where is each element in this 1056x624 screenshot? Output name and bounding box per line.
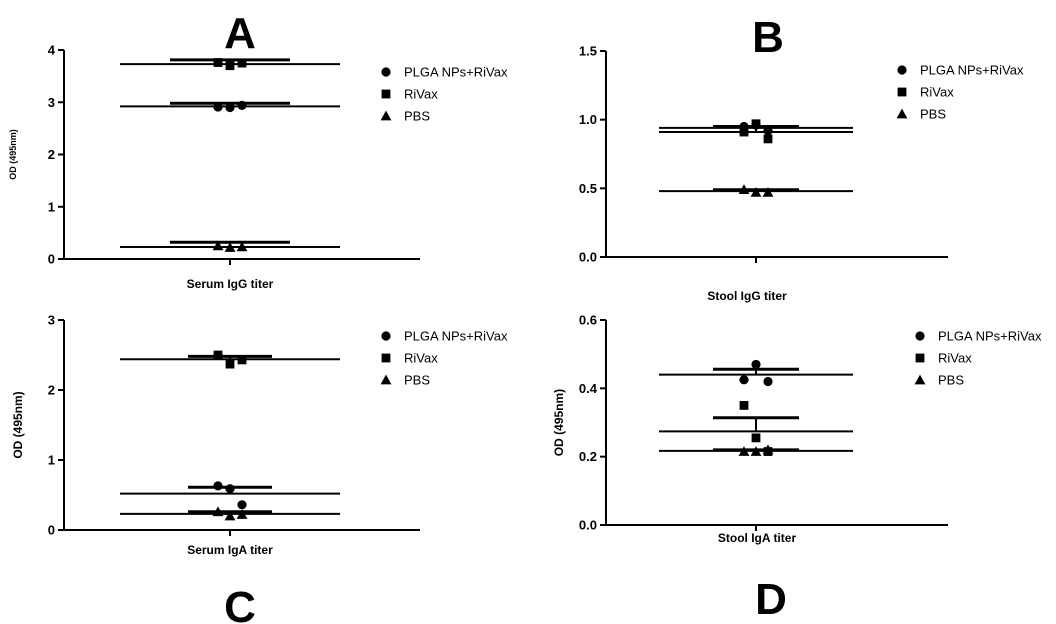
y-tick-label: 0 [48, 252, 55, 267]
y-tick-label: 1 [48, 199, 55, 214]
panel-letter-a: A [224, 9, 256, 58]
legend-marker-square [381, 89, 391, 99]
legend-marker-circle [915, 331, 925, 341]
chart-panel-b: 0.0 0.5 1.0 1.5 Stool IgG titer PLGA NPs+RiVa… [579, 44, 1024, 304]
y-tick-label: 2 [48, 383, 55, 398]
data-point-triangle [750, 187, 762, 197]
x-axis-title: Stool IgG titer [707, 289, 787, 303]
panel-letter-c: C [224, 583, 256, 624]
data-point-square [213, 350, 223, 360]
data-point-circle [763, 376, 773, 387]
legend-label: PLGA NPs+RiVax [920, 63, 1024, 78]
data-point-circle [213, 481, 223, 491]
legend-marker-circle [381, 67, 391, 77]
legend-label: RiVax [920, 85, 954, 100]
chart-panel-c: 0 1 2 3 OD (495nm) Serum IgA titer PLGA NPs+Ri… [11, 313, 508, 558]
panel-letter-b: B [752, 13, 784, 62]
y-tick-label: 3 [48, 95, 55, 110]
x-axis-title: Serum IgA titer [187, 543, 273, 557]
data-point-square [237, 58, 247, 68]
data-point-square [213, 58, 223, 67]
data-point-triangle [224, 510, 236, 521]
legend-marker-square [381, 353, 391, 363]
data-point-triangle [738, 184, 750, 195]
data-point-square [237, 355, 247, 365]
data-point-triangle [762, 444, 774, 455]
data-point-square [225, 359, 235, 369]
legend-marker-square [897, 87, 907, 97]
data-point-circle [237, 500, 247, 510]
legend-label: PBS [920, 107, 946, 122]
legend-label: PBS [404, 109, 430, 124]
legend-marker-triangle [896, 108, 908, 119]
data-point-square [739, 127, 749, 137]
y-tick-label: 0.5 [579, 181, 597, 196]
y-tick-label: 4 [48, 43, 56, 58]
y-tick-label: 1 [48, 453, 55, 468]
legend-marker-triangle [380, 110, 392, 121]
legend-marker-triangle [914, 374, 926, 385]
data-point-triangle [212, 506, 224, 517]
y-axis-title: OD (495nm) [11, 391, 25, 458]
y-tick-label: 0.6 [579, 313, 597, 328]
data-point-circle [225, 102, 235, 113]
data-point-circle [739, 375, 749, 385]
x-axis-title: Serum IgG titer [187, 277, 274, 291]
data-point-circle [213, 102, 223, 112]
legend-label: RiVax [404, 351, 438, 366]
y-tick-label: 1.0 [579, 112, 597, 127]
data-point-circle [225, 484, 235, 494]
y-axis-title: OD (495nm) [8, 129, 18, 180]
chart-panel-d: 0.0 0.2 0.4 0.6 OD (495nm) Stool IgA titer PLG… [552, 313, 1042, 546]
data-point-triangle [762, 187, 774, 197]
y-tick-label: 0.0 [579, 250, 597, 265]
legend-label: PLGA NPs+RiVax [404, 329, 508, 344]
legend-marker-triangle [380, 374, 392, 385]
y-tick-label: 0 [48, 523, 55, 538]
data-point-circle [751, 359, 761, 370]
data-point-square [225, 61, 235, 71]
y-tick-label: 0.2 [579, 449, 597, 464]
data-point-circle [237, 100, 247, 110]
data-point-triangle [224, 242, 236, 252]
data-point-triangle [738, 446, 750, 456]
panel-letter-d: D [755, 575, 787, 624]
legend-label: PLGA NPs+RiVax [938, 329, 1042, 344]
charts-layer: 0 1 2 3 4 OD (495nm) Serum IgG titer PLGA NPs+R… [8, 43, 1042, 558]
chart-panel-a: 0 1 2 3 4 OD (495nm) Serum IgG titer PLGA NPs+R… [8, 43, 508, 292]
data-point-triangle [750, 446, 762, 456]
data-point-square [751, 119, 761, 129]
data-point-triangle [236, 509, 248, 519]
y-tick-label: 1.5 [579, 44, 597, 59]
data-point-square [739, 401, 749, 410]
x-axis-title: Stool IgA titer [718, 531, 797, 545]
data-point-triangle [212, 240, 224, 251]
data-point-square [751, 433, 761, 443]
legend-label: PLGA NPs+RiVax [404, 65, 508, 80]
data-point-triangle [236, 241, 248, 252]
y-tick-label: 2 [48, 147, 55, 162]
legend-marker-circle [897, 65, 907, 75]
legend-label: RiVax [404, 87, 438, 102]
legend-label: PBS [938, 373, 964, 388]
legend-marker-square [915, 353, 925, 363]
y-tick-label: 0.0 [579, 518, 597, 533]
legend-label: RiVax [938, 351, 972, 366]
y-tick-label: 3 [48, 313, 55, 328]
y-tick-label: 0.4 [579, 381, 598, 396]
legend-label: PBS [404, 373, 430, 388]
data-point-square [763, 134, 773, 144]
y-axis-title: OD (495nm) [552, 389, 566, 456]
legend-marker-circle [381, 331, 391, 341]
